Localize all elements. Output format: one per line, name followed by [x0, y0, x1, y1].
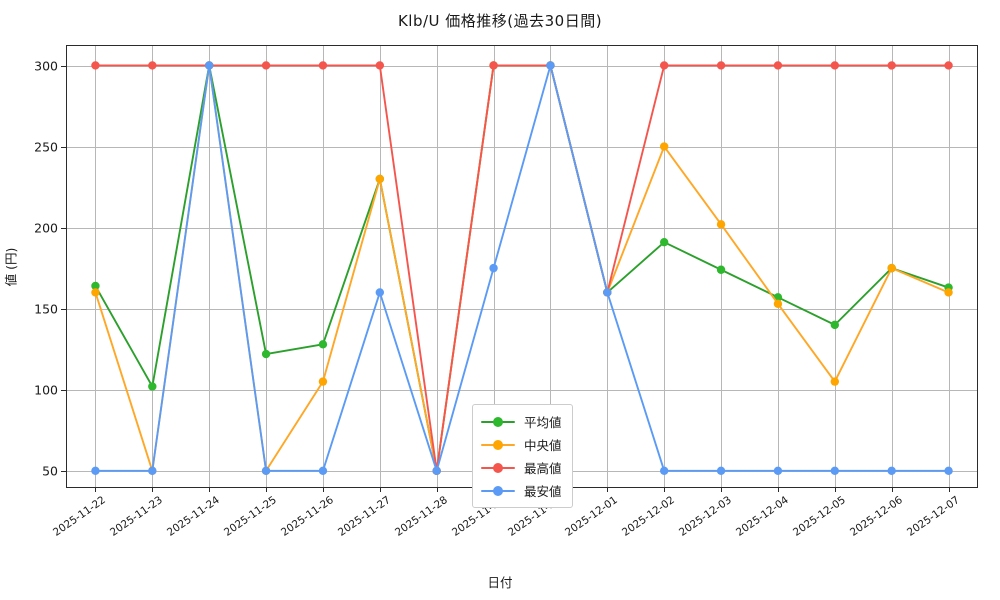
data-point	[432, 466, 441, 475]
data-point	[603, 288, 612, 297]
y-tick-label: 200	[34, 220, 58, 236]
data-point	[830, 377, 840, 386]
x-tick-label: 2025-12-07	[904, 494, 962, 539]
x-tick-label: 2025-11-26	[278, 494, 336, 539]
data-point	[773, 61, 783, 70]
legend-label: 中央値	[524, 438, 562, 453]
data-point	[830, 466, 840, 475]
data-point	[148, 382, 157, 391]
x-tick-label: 2025-12-02	[620, 494, 678, 539]
y-tick-label: 50	[42, 463, 58, 479]
legend[interactable]: 平均値中央値最高値最安値	[472, 404, 573, 508]
x-tick-label: 2025-11-28	[392, 494, 450, 539]
legend-label: 平均値	[524, 415, 562, 430]
data-point	[773, 299, 783, 308]
y-tick-label: 100	[34, 382, 58, 398]
x-tick-label: 2025-12-06	[847, 494, 905, 539]
legend-item-2[interactable]: 中央値	[481, 434, 562, 455]
legend-swatch-icon	[481, 462, 515, 473]
data-point	[261, 349, 271, 359]
data-point	[659, 237, 669, 247]
legend-item-1[interactable]: 平均値	[481, 411, 562, 432]
data-point	[489, 263, 498, 273]
x-tick-label: 2025-11-23	[108, 494, 166, 539]
data-point	[716, 61, 726, 70]
x-tick-label: 2025-11-24	[165, 494, 223, 539]
series-line	[94, 64, 950, 472]
y-tick-label: 150	[34, 301, 58, 317]
data-point	[887, 466, 896, 475]
data-point	[716, 220, 726, 229]
data-point	[887, 263, 896, 273]
x-axis-label: 日付	[487, 575, 513, 590]
legend-swatch-icon	[481, 439, 515, 450]
data-point	[148, 61, 157, 70]
y-tick-label: 250	[34, 139, 58, 154]
data-point	[318, 377, 328, 386]
data-point	[546, 61, 555, 70]
legend-swatch-icon	[481, 416, 515, 427]
series-4	[91, 61, 953, 475]
data-point	[91, 288, 100, 297]
data-point	[375, 61, 385, 70]
data-point	[91, 61, 100, 70]
data-point	[375, 288, 385, 297]
data-point	[659, 61, 669, 70]
data-point	[489, 61, 498, 70]
data-point	[659, 142, 669, 151]
data-point	[830, 61, 840, 70]
data-point	[318, 61, 328, 70]
data-point	[659, 466, 669, 475]
series-3	[91, 61, 953, 475]
data-point	[318, 466, 328, 475]
data-point	[944, 61, 953, 70]
legend-swatch-icon	[481, 485, 515, 496]
data-point	[261, 61, 271, 70]
legend-label: 最高値	[524, 461, 562, 476]
data-point	[887, 61, 896, 70]
data-point	[716, 466, 726, 475]
x-tick-label: 2025-11-22	[51, 494, 109, 539]
data-point	[204, 61, 214, 70]
series-line	[94, 64, 950, 472]
legend-item-3[interactable]: 最高値	[481, 457, 562, 478]
data-point	[261, 466, 271, 475]
data-point	[91, 466, 100, 475]
data-point	[375, 174, 385, 184]
data-point	[944, 288, 953, 297]
y-axis-label: 値 (円)	[3, 247, 19, 287]
x-tick-label: 2025-11-27	[335, 494, 393, 539]
data-point	[318, 340, 328, 349]
data-point	[830, 320, 840, 330]
legend-label: 最安値	[524, 484, 562, 499]
y-tick-label: 300	[34, 58, 58, 73]
x-tick-label: 2025-12-04	[733, 494, 791, 539]
data-point	[944, 466, 953, 475]
series-lines	[91, 61, 953, 475]
x-tick-label: 2025-12-05	[790, 494, 848, 539]
legend-item-4[interactable]: 最安値	[481, 480, 562, 501]
x-tick-label: 2025-12-03	[677, 494, 734, 539]
x-tick-label: 2025-11-25	[222, 494, 279, 539]
chart-title: Klb/U 価格推移(過去30日間)	[397, 12, 603, 30]
data-point	[148, 466, 157, 475]
data-point	[716, 265, 726, 274]
data-point	[91, 281, 100, 291]
data-point	[773, 466, 783, 475]
